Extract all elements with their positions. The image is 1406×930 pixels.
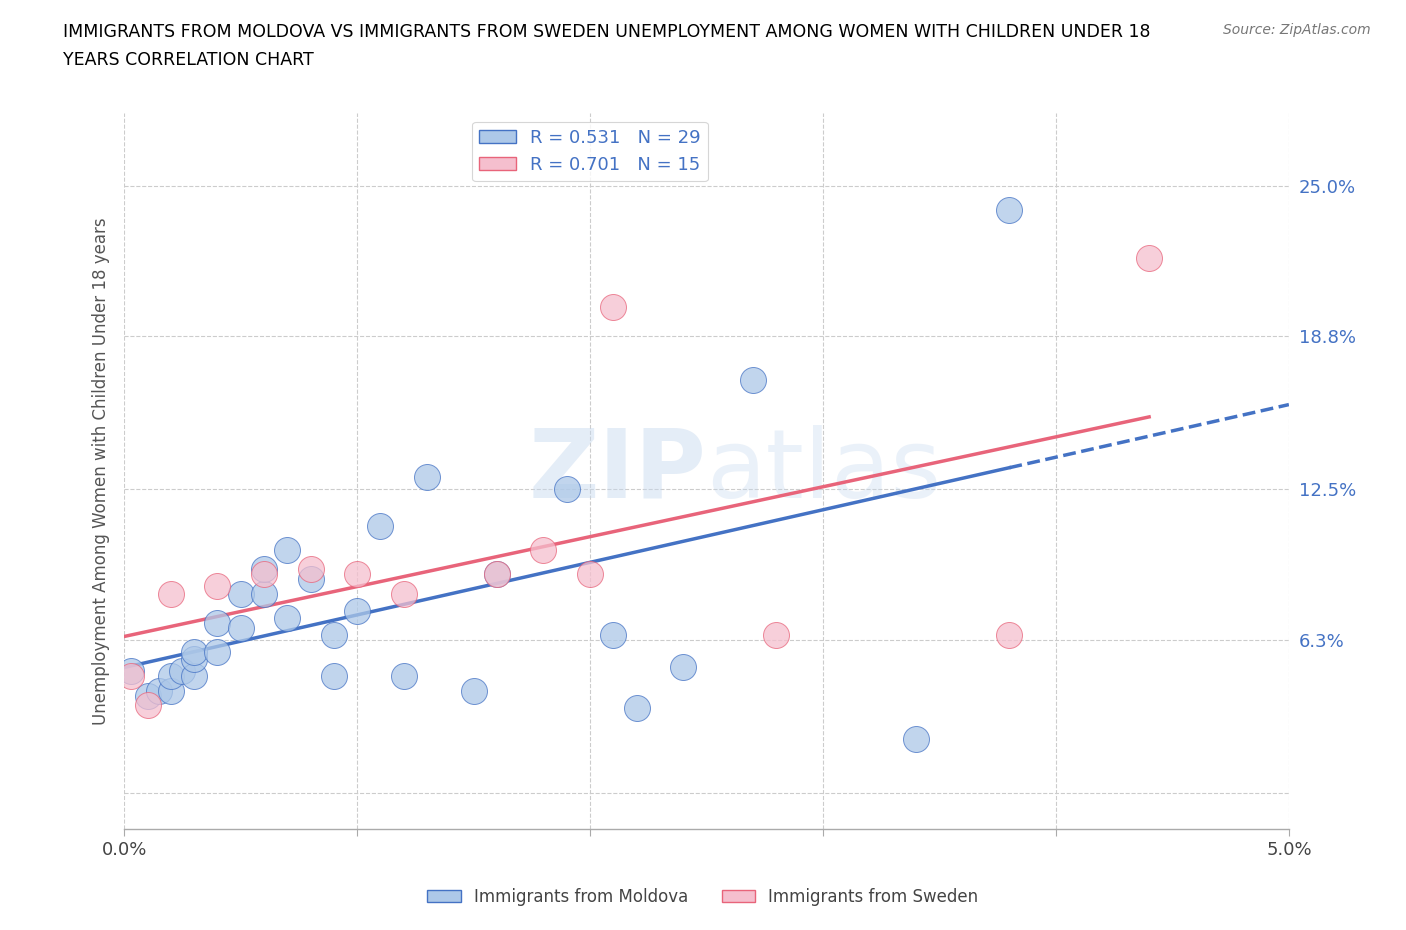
Point — [416, 470, 439, 485]
Point — [253, 562, 276, 577]
Point — [322, 669, 344, 684]
Point — [253, 586, 276, 601]
Point — [136, 698, 159, 713]
Point — [183, 669, 205, 684]
Point — [672, 659, 695, 674]
Point — [299, 562, 322, 577]
Point — [485, 567, 508, 582]
Point — [207, 616, 229, 631]
Point — [120, 669, 142, 684]
Point — [346, 604, 368, 618]
Point — [159, 586, 181, 601]
Point — [392, 586, 415, 601]
Text: ZIP: ZIP — [529, 424, 707, 517]
Point — [392, 669, 415, 684]
Point — [159, 669, 181, 684]
Point — [172, 664, 194, 679]
Point — [207, 579, 229, 594]
Legend: Immigrants from Moldova, Immigrants from Sweden: Immigrants from Moldova, Immigrants from… — [420, 881, 986, 912]
Point — [183, 644, 205, 659]
Legend: R = 0.531   N = 29, R = 0.701   N = 15: R = 0.531 N = 29, R = 0.701 N = 15 — [472, 122, 707, 181]
Text: YEARS CORRELATION CHART: YEARS CORRELATION CHART — [63, 51, 314, 69]
Point — [602, 628, 624, 643]
Point — [905, 732, 928, 747]
Point — [148, 684, 170, 698]
Y-axis label: Unemployment Among Women with Children Under 18 years: Unemployment Among Women with Children U… — [93, 218, 110, 724]
Text: atlas: atlas — [707, 424, 942, 517]
Point — [229, 620, 252, 635]
Point — [183, 652, 205, 667]
Text: Source: ZipAtlas.com: Source: ZipAtlas.com — [1223, 23, 1371, 37]
Point — [626, 700, 648, 715]
Point — [1137, 251, 1160, 266]
Point — [602, 299, 624, 314]
Point — [533, 542, 555, 557]
Point — [579, 567, 602, 582]
Point — [276, 611, 298, 626]
Point — [229, 586, 252, 601]
Point — [370, 518, 392, 533]
Point — [299, 572, 322, 587]
Point — [555, 482, 578, 497]
Point — [136, 688, 159, 703]
Point — [463, 684, 485, 698]
Point — [322, 628, 344, 643]
Point — [159, 684, 181, 698]
Point — [998, 203, 1021, 218]
Point — [346, 567, 368, 582]
Text: IMMIGRANTS FROM MOLDOVA VS IMMIGRANTS FROM SWEDEN UNEMPLOYMENT AMONG WOMEN WITH : IMMIGRANTS FROM MOLDOVA VS IMMIGRANTS FR… — [63, 23, 1150, 41]
Point — [253, 567, 276, 582]
Point — [765, 628, 787, 643]
Point — [207, 644, 229, 659]
Point — [742, 373, 765, 388]
Point — [276, 542, 298, 557]
Point — [998, 628, 1021, 643]
Point — [485, 567, 508, 582]
Point — [120, 664, 142, 679]
